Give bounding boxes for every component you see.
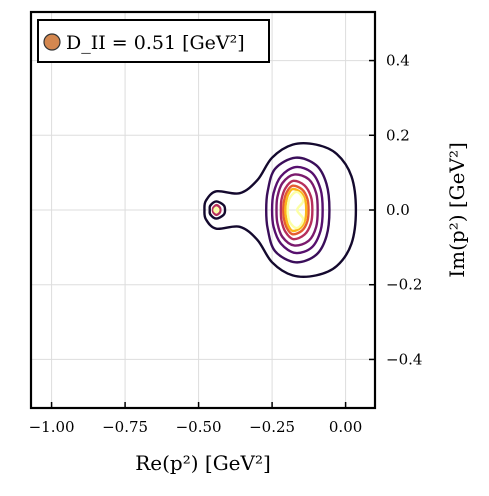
- x-tick-label: −0.50: [176, 418, 222, 436]
- legend: D_II = 0.51 [GeV²]: [37, 19, 270, 63]
- contour-line-level-8: [213, 206, 220, 214]
- legend-box: [37, 19, 270, 63]
- x-tick-label: −1.00: [29, 418, 75, 436]
- contour-line-level-3: [270, 165, 324, 255]
- x-tick-label: −0.75: [102, 418, 148, 436]
- y-tick-label: 0.4: [386, 52, 410, 70]
- y-axis-label: Im(p²) [GeV²]: [445, 142, 469, 278]
- contour-lines: [203, 142, 358, 278]
- y-tick-label: 0.0: [386, 201, 410, 219]
- axis-ticks: −1.00 −0.75 −0.50 −0.25 0.00 −0.4 −0.2 0.0 0.2 0.…: [29, 52, 423, 436]
- contour-line-level-5: [279, 179, 314, 241]
- contour-line-level-8: [286, 190, 305, 230]
- contour-line-level-6: [282, 184, 310, 236]
- contour-line-level-4: [275, 173, 319, 247]
- contour-line-level-2: [265, 156, 331, 264]
- contour-line-level-1: [208, 200, 227, 220]
- x-axis-label: Re(p²) [GeV²]: [135, 451, 271, 475]
- contour-line-level-7: [284, 187, 308, 233]
- x-tick-label: −0.25: [249, 418, 295, 436]
- contour-line-level-1: [203, 142, 358, 278]
- y-tick-label: −0.4: [386, 350, 422, 368]
- y-tick-label: 0.2: [386, 126, 410, 144]
- legend-label: D_II = 0.51 [GeV²]: [66, 32, 245, 54]
- x-tick-label: 0.00: [329, 418, 362, 436]
- y-tick-label: −0.2: [386, 276, 422, 294]
- contour-line-level-5: [211, 203, 222, 217]
- legend-marker: [43, 33, 61, 51]
